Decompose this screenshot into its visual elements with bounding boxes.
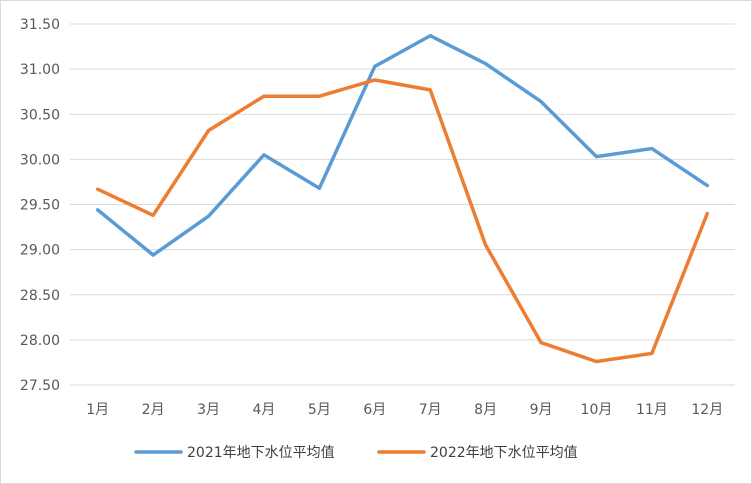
x-tick-label: 7月 — [419, 402, 442, 418]
x-tick-label: 12月 — [691, 402, 723, 418]
x-tick-label: 3月 — [197, 402, 220, 418]
y-tick-label: 27.50 — [20, 378, 60, 394]
x-tick-label: 1月 — [86, 402, 109, 418]
x-tick-label: 11月 — [636, 402, 668, 418]
x-axis-tick-labels: 1月 2月 3月 4月 5月 6月 7月 8月 9月 10月 11月 12月 — [86, 402, 723, 418]
series-lines — [95, 33, 710, 364]
y-tick-label: 28.50 — [20, 288, 60, 304]
x-tick-label: 2月 — [142, 402, 165, 418]
series-line-1 — [95, 33, 710, 257]
x-tick-label: 6月 — [363, 402, 386, 418]
y-tick-label: 29.50 — [20, 198, 60, 214]
series-line-2 — [95, 78, 710, 364]
y-tick-label: 28.00 — [20, 333, 60, 349]
x-tick-label: 10月 — [581, 402, 613, 418]
x-tick-label: 4月 — [252, 402, 275, 418]
x-tick-label: 9月 — [530, 402, 553, 418]
y-tick-label: 30.50 — [20, 107, 60, 123]
x-tick-label: 8月 — [474, 402, 497, 418]
y-tick-label: 29.00 — [20, 243, 60, 259]
legend-label: 2022年地下水位平均值 — [430, 445, 578, 461]
x-tick-label: 5月 — [308, 402, 331, 418]
legend: 2021年地下水位平均值 2022年地下水位平均值 — [134, 445, 578, 461]
y-tick-label: 31.50 — [20, 17, 60, 33]
y-tick-label: 30.00 — [20, 152, 60, 168]
gridlines — [70, 23, 735, 386]
legend-label: 2021年地下水位平均值 — [187, 445, 335, 461]
y-tick-label: 31.00 — [20, 62, 60, 78]
y-axis-tick-labels: 27.50 28.00 28.50 29.00 29.50 30.00 30.50 31.00… — [20, 17, 60, 394]
